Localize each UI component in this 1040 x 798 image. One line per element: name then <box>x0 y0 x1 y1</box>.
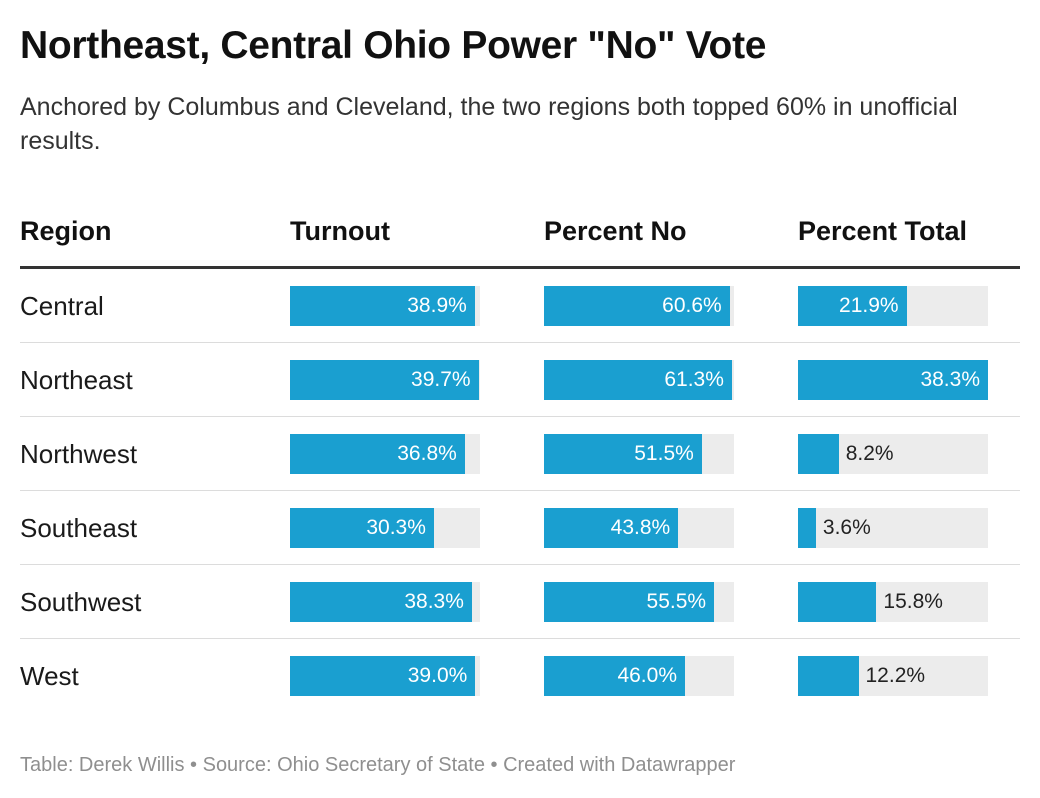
percent-no-bar <box>544 434 702 474</box>
percent-no-cell: 51.5% <box>544 434 734 474</box>
row-divider <box>20 342 1020 343</box>
region-label: Northwest <box>20 439 138 469</box>
chart-subtitle: Anchored by Columbus and Cleveland, the … <box>20 93 958 155</box>
percent-no-bar <box>544 286 730 326</box>
column-header-turnout[interactable]: Turnout <box>290 216 390 246</box>
turnout-bar <box>290 582 472 622</box>
percent-no-cell: 61.3% <box>544 360 734 400</box>
region-label: West <box>20 661 79 691</box>
turnout-bar <box>290 360 479 400</box>
percent-no-cell: 60.6% <box>544 286 734 326</box>
percent-total-cell: 12.2% <box>798 656 988 696</box>
percent-total-cell: 3.6% <box>798 508 988 548</box>
header-divider <box>20 266 1020 269</box>
turnout-bar <box>290 656 476 696</box>
region-label: Southeast <box>20 513 138 543</box>
column-header-region[interactable]: Region <box>20 216 112 246</box>
percent-total-value-label: 3.6% <box>822 516 871 539</box>
percent-total-bar <box>798 582 877 622</box>
percent-no-value-label: 46.0% <box>617 664 677 687</box>
percent-no-value-label: 43.8% <box>610 516 671 539</box>
percent-no-value-label: 51.5% <box>634 442 694 465</box>
chart-footer: Table: Derek Willis • Source: Ohio Secre… <box>20 754 736 776</box>
table-row: West 39.0% 46.0% 12.2% <box>20 639 1020 713</box>
percent-no-cell: 55.5% <box>544 582 734 622</box>
region-label: Northeast <box>20 365 133 395</box>
turnout-bar <box>290 508 434 548</box>
turnout-bar <box>290 434 465 474</box>
turnout-cell: 36.8% <box>290 434 480 474</box>
percent-total-bar <box>798 286 907 326</box>
turnout-cell: 38.9% <box>290 286 480 326</box>
row-divider <box>20 638 1020 639</box>
turnout-cell: 38.3% <box>290 582 480 622</box>
table-row: Central 38.9% 60.6% 21.9% <box>20 269 1020 343</box>
percent-total-cell: 8.2% <box>798 434 988 474</box>
turnout-value-label: 39.0% <box>407 664 468 687</box>
table-row: Southwest 38.3% 55.5% 15.8% <box>20 565 1020 639</box>
percent-total-value-label: 38.3% <box>920 368 980 391</box>
table-row: Northeast 39.7% 61.3% 38.3% <box>20 343 1020 417</box>
percent-total-bar <box>798 434 839 474</box>
turnout-value-label: 38.9% <box>407 294 467 317</box>
percent-total-cell: 21.9% <box>798 286 988 326</box>
percent-total-cell: 38.3% <box>798 360 988 400</box>
turnout-value-label: 38.3% <box>404 590 464 613</box>
percent-total-bar <box>798 508 816 548</box>
turnout-cell: 30.3% <box>290 508 480 548</box>
turnout-value-label: 39.7% <box>411 368 471 391</box>
percent-no-bar <box>544 508 679 548</box>
percent-total-value-label: 21.9% <box>839 294 899 317</box>
column-header-percent-no[interactable]: Percent No <box>544 216 687 246</box>
region-label: Southwest <box>20 587 142 617</box>
percent-total-value-label: 15.8% <box>883 590 943 613</box>
turnout-bar <box>290 286 475 326</box>
percent-no-cell: 46.0% <box>544 656 734 696</box>
percent-total-value-label: 12.2% <box>865 664 926 687</box>
percent-no-bar <box>544 582 715 622</box>
turnout-cell: 39.7% <box>290 360 480 400</box>
turnout-cell: 39.0% <box>290 656 480 696</box>
percent-total-value-label: 8.2% <box>845 442 894 465</box>
percent-no-cell: 43.8% <box>544 508 734 548</box>
percent-total-cell: 15.8% <box>798 582 988 622</box>
percent-no-bar <box>544 360 732 400</box>
percent-no-value-label: 60.6% <box>662 294 722 317</box>
percent-total-bar <box>798 360 988 400</box>
percent-total-bar <box>798 656 859 696</box>
row-divider <box>20 416 1020 417</box>
chart-title: Northeast, Central Ohio Power "No" Vote <box>20 24 767 67</box>
region-label: Central <box>20 291 104 321</box>
percent-no-value-label: 55.5% <box>646 590 707 613</box>
turnout-value-label: 30.3% <box>366 516 426 539</box>
table-row: Southeast 30.3% 43.8% 3.6% <box>20 491 1020 565</box>
turnout-value-label: 36.8% <box>397 442 457 465</box>
table-row: Northwest 36.8% 51.5% 8.2% <box>20 417 1020 491</box>
column-header-percent-total[interactable]: Percent Total <box>798 216 968 246</box>
percent-no-bar <box>544 656 685 696</box>
percent-no-value-label: 61.3% <box>664 368 724 391</box>
row-divider <box>20 490 1020 491</box>
row-divider <box>20 564 1020 565</box>
